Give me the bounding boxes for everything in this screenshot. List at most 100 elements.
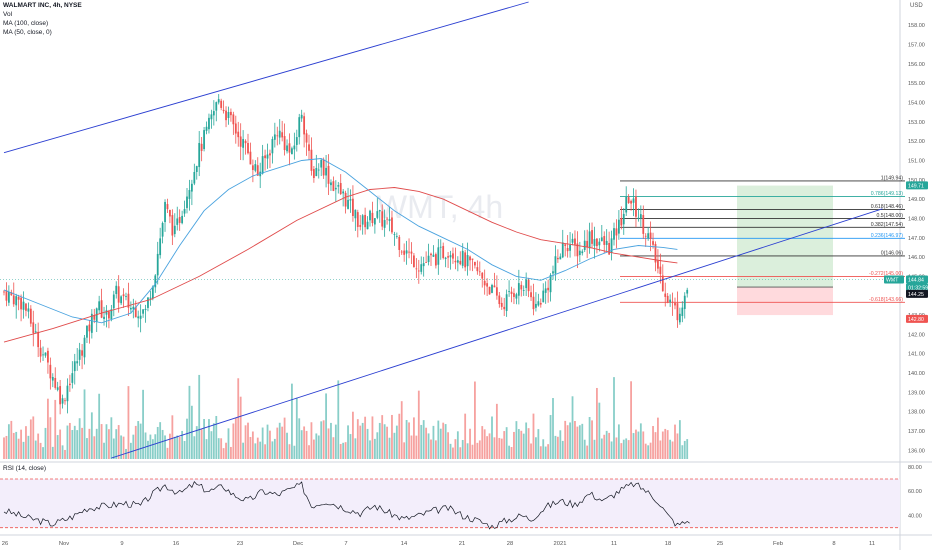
- price-tick-label: 140.00: [908, 371, 925, 377]
- volume-bar: [583, 439, 586, 459]
- position-zones[interactable]: [737, 185, 833, 316]
- candle-body: [386, 218, 388, 220]
- candle-body: [578, 250, 581, 256]
- candle-body: [166, 204, 169, 210]
- rsi-title[interactable]: RSI (14, close): [3, 465, 46, 472]
- candle-body: [173, 225, 176, 235]
- volume-bar: [586, 445, 589, 459]
- rsi-pane: [0, 478, 900, 530]
- volume-bar: [474, 381, 476, 459]
- price-tick-label: 137.00: [908, 429, 925, 435]
- candle-body: [442, 246, 445, 258]
- candle-body: [193, 171, 196, 184]
- candle-body: [413, 255, 415, 268]
- rsi-tick-label: 80.00: [908, 465, 922, 471]
- target-zone[interactable]: [737, 185, 833, 288]
- candle-body: [269, 153, 271, 156]
- candle-body: [300, 114, 303, 119]
- candle-body: [78, 349, 81, 360]
- fib-level-label: -0.618(143.66): [869, 297, 903, 303]
- candle-body: [105, 310, 108, 315]
- candle-body: [10, 292, 13, 296]
- volume-bar: [686, 439, 689, 459]
- candle-body: [566, 248, 569, 252]
- candle-body: [659, 266, 662, 275]
- rsi-tick-label: 40.00: [908, 514, 922, 520]
- volume-bar: [110, 417, 113, 459]
- volume-bar: [86, 438, 88, 459]
- volume-bar: [149, 434, 152, 459]
- candle-body: [81, 350, 83, 356]
- candle-body: [510, 291, 513, 294]
- candle-body: [212, 111, 215, 116]
- candle-body: [315, 167, 318, 177]
- candle-body: [337, 185, 340, 187]
- fibonacci-levels[interactable]: 1(149.94) 0.786(149.13) 0.618(148.46) 0.5(1…: [620, 175, 905, 303]
- candle-body: [225, 110, 227, 121]
- volume-bar: [17, 438, 20, 459]
- candle-body: [176, 218, 179, 225]
- volume-bar: [427, 433, 430, 459]
- volume-bar: [164, 435, 166, 459]
- indicator-ma100[interactable]: MA (100, close): [3, 20, 49, 27]
- candle-body: [54, 377, 57, 388]
- volume-bar: [564, 420, 567, 459]
- stop-zone[interactable]: [737, 287, 833, 316]
- price-tick-label: 142.00: [908, 332, 925, 338]
- candle-body: [666, 295, 669, 303]
- candle-body: [47, 350, 49, 363]
- volume-bar: [132, 434, 135, 459]
- candle-body: [503, 306, 506, 310]
- volume-bar: [413, 417, 415, 459]
- candle-body: [27, 308, 30, 312]
- volume-bar: [425, 427, 428, 459]
- trendline[interactable]: [3, 1, 529, 154]
- candle-body: [600, 237, 603, 242]
- volume-bar: [3, 437, 5, 459]
- candle-body: [613, 228, 615, 240]
- volume-bar: [415, 435, 418, 459]
- volume-bar: [554, 435, 557, 459]
- candle-body: [588, 231, 591, 249]
- volume-bar: [286, 432, 288, 459]
- candle-body: [71, 373, 74, 383]
- candle-body: [295, 137, 298, 145]
- volume-bar: [166, 447, 169, 459]
- candle-body: [186, 196, 188, 208]
- indicator-vol[interactable]: Vol: [3, 11, 13, 18]
- candle-body: [342, 191, 345, 194]
- candle-body: [559, 256, 562, 260]
- candle-body: [7, 292, 10, 303]
- candle-body: [364, 214, 367, 228]
- indicator-ma50[interactable]: MA (50, close, 0): [3, 29, 52, 36]
- candle-body: [678, 313, 681, 323]
- volume-bar: [32, 416, 35, 459]
- candle-body: [369, 210, 371, 221]
- candle-body: [332, 181, 335, 191]
- volume-bar: [320, 421, 323, 459]
- candle-body: [630, 200, 632, 204]
- candle-body: [334, 187, 337, 190]
- candle-body: [556, 257, 559, 260]
- trendline[interactable]: [111, 208, 883, 459]
- volume-bar: [347, 425, 349, 459]
- candle-body: [420, 264, 423, 272]
- volume-bar: [383, 424, 386, 459]
- volume-bar: [144, 432, 147, 459]
- candle-body: [310, 149, 313, 171]
- time-tick-label: 11: [869, 541, 875, 547]
- volume-bar: [154, 434, 157, 459]
- candle-body: [481, 272, 484, 279]
- volume-bar: [288, 444, 291, 459]
- candle-body: [210, 114, 213, 120]
- candle-body: [544, 288, 547, 293]
- candle-body: [505, 294, 508, 311]
- volume-bar: [405, 419, 408, 459]
- candle-body: [598, 241, 601, 246]
- volume-bar: [364, 416, 367, 459]
- candle-body: [486, 283, 489, 287]
- trendlines[interactable]: [3, 1, 883, 459]
- rsi-band: [0, 479, 900, 528]
